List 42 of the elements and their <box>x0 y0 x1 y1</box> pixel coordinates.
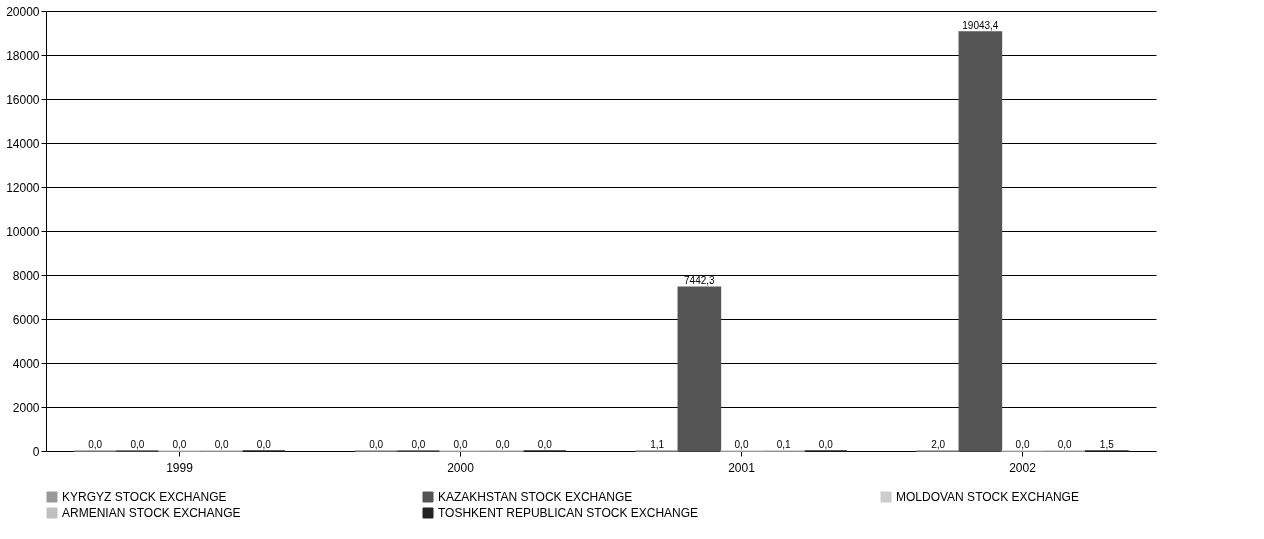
data-label: 0,0 <box>256 439 272 450</box>
x-tick-label: 2001 <box>728 460 756 475</box>
bar <box>677 286 722 452</box>
y-tick-label: 8000 <box>12 268 40 283</box>
y-tick-label: 10000 <box>6 224 40 239</box>
y-tick-label: 6000 <box>12 312 40 327</box>
legend-label: KAZAKHSTAN STOCK EXCHANGE <box>438 490 633 504</box>
legend-label: TOSHKENT REPUBLICAN STOCK EXCHANGE <box>438 506 699 520</box>
data-label: 7442,3 <box>684 275 716 287</box>
data-label: 19043,4 <box>962 20 999 32</box>
data-label: 0,0 <box>214 439 230 450</box>
y-tick-label: 18000 <box>6 48 40 63</box>
data-label: 1,1 <box>650 438 665 450</box>
data-label: 0,0 <box>172 439 187 450</box>
data-label: 0,0 <box>818 439 834 450</box>
y-tick-label: 0 <box>32 444 40 459</box>
data-label: 2,0 <box>931 438 946 450</box>
data-label: 0,0 <box>1057 439 1073 450</box>
data-label: 0,0 <box>495 439 511 450</box>
data-label: 0,0 <box>453 439 468 450</box>
data-label: 0,0 <box>369 439 384 450</box>
y-tick-label: 2000 <box>12 400 40 415</box>
data-label: 0,0 <box>537 439 553 450</box>
y-tick-label: 16000 <box>6 92 40 107</box>
data-label: 0,0 <box>130 439 145 450</box>
data-label: 0,0 <box>88 439 103 450</box>
bar <box>958 31 1003 452</box>
y-tick-label: 4000 <box>12 356 40 371</box>
y-tick-label: 14000 <box>6 136 40 151</box>
data-label: 0,0 <box>734 439 749 450</box>
data-label: 1,5 <box>1099 438 1115 450</box>
x-tick-label: 1999 <box>166 460 194 475</box>
y-tick-label: 12000 <box>6 180 40 195</box>
legend-label: KYRGYZ STOCK EXCHANGE <box>62 490 227 504</box>
data-label: 0,1 <box>776 439 792 450</box>
data-label: 0,0 <box>411 439 426 450</box>
x-tick-label: 2002 <box>1009 460 1037 475</box>
x-tick-label: 2000 <box>447 460 475 475</box>
data-label: 0,0 <box>1015 439 1030 450</box>
y-tick-label: 20000 <box>6 4 40 19</box>
legend-label: ARMENIAN STOCK EXCHANGE <box>62 506 241 520</box>
legend-label: MOLDOVAN STOCK EXCHANGE <box>896 490 1079 504</box>
